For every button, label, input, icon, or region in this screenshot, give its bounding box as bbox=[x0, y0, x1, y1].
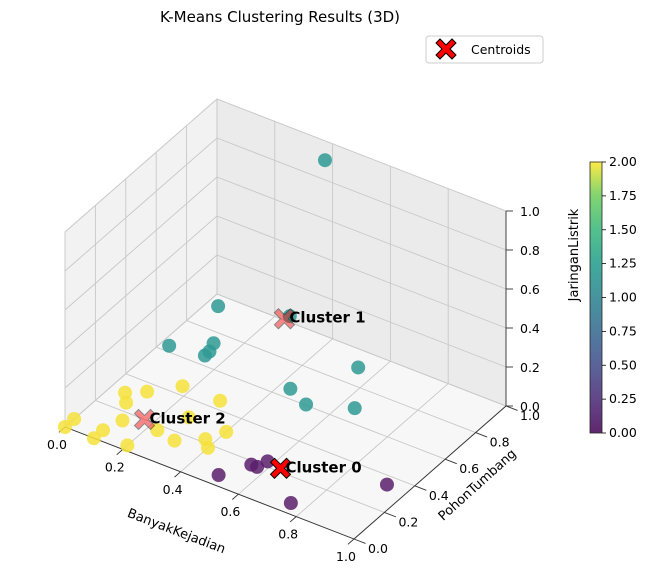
data-point-cluster-2 bbox=[167, 433, 182, 448]
data-point-cluster-2 bbox=[58, 420, 72, 434]
data-point-cluster-1 bbox=[197, 348, 212, 363]
legend: Centroids bbox=[425, 35, 544, 64]
colorbar-tick-label: 1.50 bbox=[609, 222, 637, 237]
z-tick-label: 0.0 bbox=[520, 399, 540, 414]
z-tick-label: 0.4 bbox=[520, 321, 540, 336]
centroid-marker bbox=[273, 308, 296, 330]
y-axis-line bbox=[353, 405, 507, 540]
data-points bbox=[58, 153, 394, 511]
legend-centroid-icon bbox=[435, 38, 457, 60]
y-tick-label: 0.0 bbox=[368, 541, 388, 556]
data-point-cluster-2 bbox=[119, 395, 134, 410]
y-tick-label: 1.0 bbox=[520, 408, 540, 423]
z-tick-label: 1.0 bbox=[520, 204, 540, 219]
x-axis-line bbox=[64, 426, 355, 540]
grid-line-y bbox=[155, 152, 446, 460]
data-point-cluster-0 bbox=[379, 477, 394, 492]
data-point-cluster-2 bbox=[115, 413, 130, 428]
x-tick-label: 0.4 bbox=[163, 482, 183, 497]
data-point-cluster-1 bbox=[283, 381, 298, 396]
data-point-cluster-1 bbox=[162, 338, 177, 353]
centroid-icon bbox=[269, 457, 292, 480]
data-point-cluster-1 bbox=[318, 153, 332, 168]
colorbar-tick-label: 2.00 bbox=[609, 154, 637, 169]
grid-line-y bbox=[125, 178, 415, 487]
data-point-cluster-0 bbox=[283, 496, 298, 511]
data-point-cluster-2 bbox=[120, 438, 135, 453]
y-tick-mark bbox=[384, 511, 397, 518]
y-tick-mark bbox=[414, 485, 427, 491]
colorbar-tick-label: 1.75 bbox=[609, 188, 637, 203]
grid-line-z bbox=[64, 98, 507, 233]
grid-line-y bbox=[216, 99, 507, 407]
x-tick-label: 1.0 bbox=[336, 549, 356, 564]
data-point-cluster-2 bbox=[67, 412, 82, 427]
x-tick-mark bbox=[116, 449, 124, 456]
colorbar-tick-label: 0.75 bbox=[609, 323, 637, 338]
colorbar-tick-label: 0.50 bbox=[609, 357, 637, 372]
data-point-cluster-2 bbox=[140, 384, 155, 399]
colorbar-tick-label: 1.25 bbox=[609, 256, 637, 271]
colorbar-tick-label: 0.00 bbox=[609, 425, 637, 440]
z-tick-label: 0.8 bbox=[520, 243, 540, 258]
colorbar-tick-label: 0.25 bbox=[609, 391, 637, 406]
axes-ticks: 0.00.20.40.60.81.00.00.20.40.60.81.00.00… bbox=[47, 204, 540, 564]
x-tick-mark bbox=[289, 516, 297, 523]
data-point-cluster-0 bbox=[211, 468, 226, 483]
data-point-cluster-1 bbox=[299, 397, 314, 412]
centroid-label: Cluster 2 bbox=[150, 409, 226, 427]
centroid-marker bbox=[133, 408, 156, 431]
y-tick-label: 0.6 bbox=[459, 461, 479, 476]
x-axis-label: BanyakKejadian bbox=[125, 506, 227, 557]
x-tick-mark bbox=[232, 493, 239, 500]
data-point-cluster-1 bbox=[282, 309, 297, 324]
chart-title: K-Means Clustering Results (3D) bbox=[160, 8, 400, 26]
z-axis-label: JaringanListrik bbox=[567, 208, 582, 302]
data-point-cluster-1 bbox=[351, 360, 366, 375]
data-point-cluster-2 bbox=[86, 431, 101, 446]
data-point-cluster-2 bbox=[200, 440, 215, 455]
y-tick-mark bbox=[445, 458, 457, 465]
grid-line-y bbox=[186, 125, 476, 434]
colorbar-tick-label: 1.00 bbox=[609, 290, 637, 305]
x-tick-mark bbox=[347, 538, 355, 545]
y-tick-mark bbox=[475, 432, 488, 438]
data-point-cluster-1 bbox=[206, 336, 221, 351]
x-tick-label: 0.8 bbox=[278, 527, 298, 542]
data-point-cluster-0 bbox=[260, 454, 275, 469]
data-point-cluster-2 bbox=[175, 379, 190, 394]
axes-lines bbox=[64, 211, 507, 540]
data-point-cluster-2 bbox=[150, 423, 165, 438]
centroid-label: Cluster 1 bbox=[289, 309, 365, 327]
data-point-cluster-1 bbox=[211, 299, 226, 314]
data-point-cluster-0 bbox=[244, 457, 259, 472]
data-point-cluster-2 bbox=[181, 410, 196, 425]
legend-entry-centroids: Centroids bbox=[471, 42, 531, 57]
centroid-icon bbox=[273, 308, 296, 330]
y-axis-label: PohonTumbang bbox=[436, 447, 520, 525]
colorbar-gradient bbox=[589, 161, 603, 434]
x-tick-label: 0.6 bbox=[220, 504, 240, 519]
x-tick-mark bbox=[174, 471, 181, 478]
z-tick-label: 0.6 bbox=[520, 282, 540, 297]
centroid-icon bbox=[133, 408, 156, 431]
y-tick-mark bbox=[505, 405, 518, 411]
centroid-label: Cluster 0 bbox=[286, 458, 362, 476]
data-point-cluster-2 bbox=[213, 393, 228, 408]
data-point-cluster-2 bbox=[219, 424, 234, 439]
centroid-marker bbox=[269, 457, 292, 480]
x-tick-label: 0.0 bbox=[47, 437, 67, 452]
x-tick-label: 0.2 bbox=[105, 459, 125, 474]
y-tick-label: 0.4 bbox=[429, 488, 449, 503]
data-point-cluster-2 bbox=[96, 423, 111, 438]
data-point-cluster-1 bbox=[347, 401, 362, 416]
y-tick-label: 0.2 bbox=[398, 514, 418, 529]
centroid-markers: Cluster 0 Cluster 1 Cluster 2 bbox=[133, 308, 366, 480]
y-tick-label: 0.8 bbox=[490, 435, 510, 450]
colorbar-ticks: 0.00 0.25 0.50 0.75 1.00 1.25 1.50 1.75 2.00 bbox=[602, 154, 637, 440]
colorbar: 0.00 0.25 0.50 0.75 1.00 1.25 1.50 1.75 2.00 bbox=[589, 154, 637, 440]
y-tick-mark bbox=[353, 538, 366, 544]
z-tick-label: 0.2 bbox=[520, 360, 540, 375]
